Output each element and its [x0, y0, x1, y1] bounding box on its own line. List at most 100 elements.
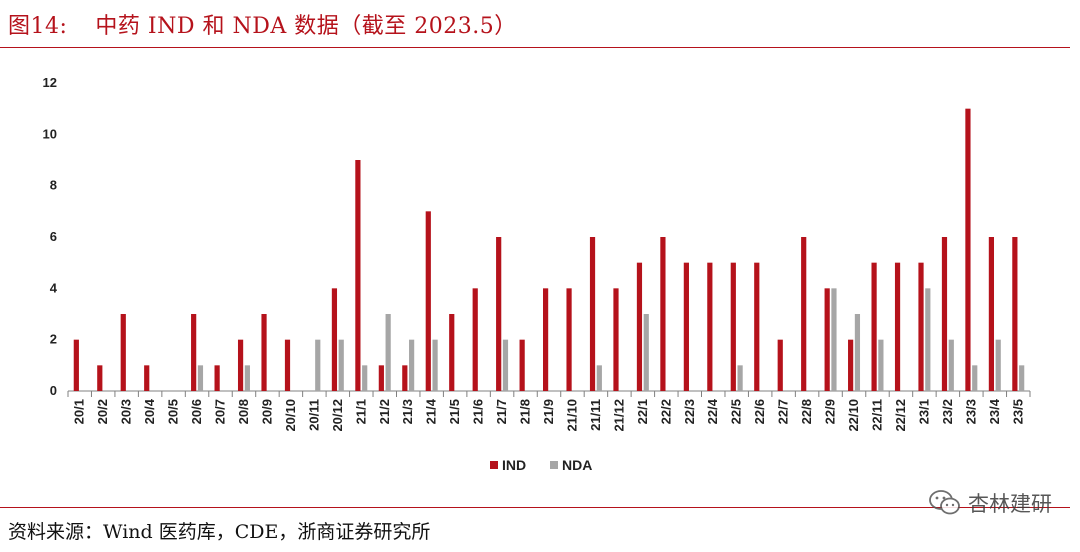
bar-ind	[730, 262, 736, 391]
plot-area: 0 2 4 6 8 10 12 20/1 20/2 20/3 20/4 20/5 20/6 20/7 20/…	[43, 75, 1031, 473]
x-tick-label: 23/1	[916, 399, 931, 424]
bar-ind	[402, 365, 408, 391]
bar-nda	[1019, 365, 1025, 391]
bar-nda	[995, 339, 1001, 391]
x-tick-label: 20/5	[166, 399, 181, 424]
bar-ind	[894, 262, 901, 391]
bar-nda	[925, 288, 931, 391]
bar-ind	[1012, 237, 1018, 391]
x-tick-label: 23/4	[987, 398, 1002, 424]
bar-ind	[191, 314, 197, 391]
bar-ind	[496, 237, 502, 391]
bar-ind	[449, 314, 455, 391]
x-tick-label: 20/12	[330, 399, 345, 432]
bar-nda	[338, 339, 344, 391]
bar-ind	[824, 288, 830, 391]
bar-ind	[284, 339, 291, 391]
bar-ind	[636, 262, 643, 391]
bar-ind	[237, 339, 244, 391]
figure-caption: 中药 IND 和 NDA 数据（截至 2023.5）	[95, 14, 517, 39]
figure-number: 图14:	[8, 14, 68, 39]
x-tick-label: 21/8	[518, 399, 533, 424]
x-tick-label: 22/9	[823, 399, 838, 424]
bar-ind	[261, 314, 267, 391]
x-tick-label: 20/3	[119, 399, 134, 424]
x-tick-label: 22/8	[799, 399, 814, 424]
x-tick-label: 21/3	[400, 399, 415, 424]
bar-ind	[331, 288, 338, 391]
x-tick-label: 20/2	[95, 399, 110, 424]
x-tick-label: 21/4	[424, 398, 439, 424]
bar-ind	[801, 237, 807, 391]
bar-nda	[596, 365, 602, 391]
bar-nda	[244, 365, 250, 391]
bar-ind	[777, 339, 783, 391]
x-tick-label: 23/3	[963, 399, 978, 424]
bar-ind	[918, 262, 924, 391]
source-note: 资料来源：Wind 医药库，CDE，浙商证券研究所	[8, 521, 431, 543]
legend-swatch-ind	[490, 461, 498, 469]
bar-nda	[385, 314, 391, 391]
x-tick-label: 22/2	[658, 399, 673, 424]
x-tick-label: 23/2	[940, 399, 955, 424]
bar-nda	[643, 314, 649, 391]
x-tick-label: 20/6	[189, 399, 204, 424]
x-tick-label: 20/8	[236, 399, 251, 424]
bar-ind	[660, 237, 666, 391]
x-tick-label: 22/6	[752, 399, 767, 424]
bar-nda	[854, 314, 861, 391]
x-tick-label: 22/5	[729, 399, 744, 424]
bar-ind	[120, 314, 126, 391]
x-tick-label: 20/7	[213, 399, 228, 424]
x-tick-label: 20/4	[142, 398, 157, 424]
x-tick-label: 21/2	[377, 399, 392, 424]
y-tick-label: 10	[43, 126, 57, 141]
x-tick-label: 21/1	[353, 399, 368, 424]
bar-ind	[73, 339, 79, 391]
watermark: 杏林建研	[928, 488, 1052, 518]
bar-nda	[409, 339, 415, 391]
source-divider	[0, 507, 1070, 508]
y-tick-label: 6	[50, 229, 57, 244]
bar-nda	[362, 365, 368, 391]
figure-title: 图14: 中药 IND 和 NDA 数据（截至 2023.5）	[8, 8, 517, 40]
bar-nda	[831, 288, 837, 391]
title-divider	[0, 47, 1070, 48]
bar-ind	[214, 365, 220, 391]
bar-nda	[432, 339, 438, 391]
bar-ind	[472, 288, 478, 391]
x-tick-label: 21/12	[611, 399, 626, 432]
x-tick-label: 21/9	[541, 399, 556, 424]
bar-ind	[988, 237, 995, 391]
watermark-text: 杏林建研	[968, 492, 1052, 516]
bar-nda	[972, 365, 978, 391]
x-tick-label: 22/11	[869, 399, 884, 431]
y-tick-label: 4	[50, 280, 58, 295]
y-tick-label: 12	[43, 75, 57, 90]
y-tick-label: 0	[50, 383, 57, 398]
wechat-icon	[929, 490, 960, 515]
bar-ind	[543, 288, 549, 391]
x-tick-label: 21/7	[494, 399, 509, 424]
bar-ind	[613, 288, 619, 391]
x-tick-label: 23/5	[1010, 399, 1025, 424]
bar-chart: 0 2 4 6 8 10 12 20/1 20/2 20/3 20/4 20/5 20/6 20/7 20/…	[43, 75, 1031, 473]
legend-label-nda: NDA	[562, 457, 592, 473]
bar-ind	[378, 365, 384, 391]
bar-nda	[737, 365, 743, 391]
x-tick-label: 20/11	[306, 399, 321, 431]
bar-ind	[965, 108, 971, 391]
bar-nda	[197, 365, 204, 391]
x-tick-label: 21/11	[588, 399, 603, 431]
x-tick-label: 20/9	[259, 399, 274, 424]
bar-ind	[754, 262, 760, 391]
x-tick-label: 22/7	[776, 399, 791, 424]
x-tick-label: 22/4	[705, 398, 720, 424]
bar-ind	[871, 262, 877, 391]
bar-ind	[707, 262, 713, 391]
bar-ind	[566, 288, 572, 391]
x-tick-label: 21/5	[447, 399, 462, 424]
legend-label-ind: IND	[502, 457, 526, 473]
y-tick-label: 2	[50, 332, 57, 347]
bar-ind	[941, 237, 948, 391]
